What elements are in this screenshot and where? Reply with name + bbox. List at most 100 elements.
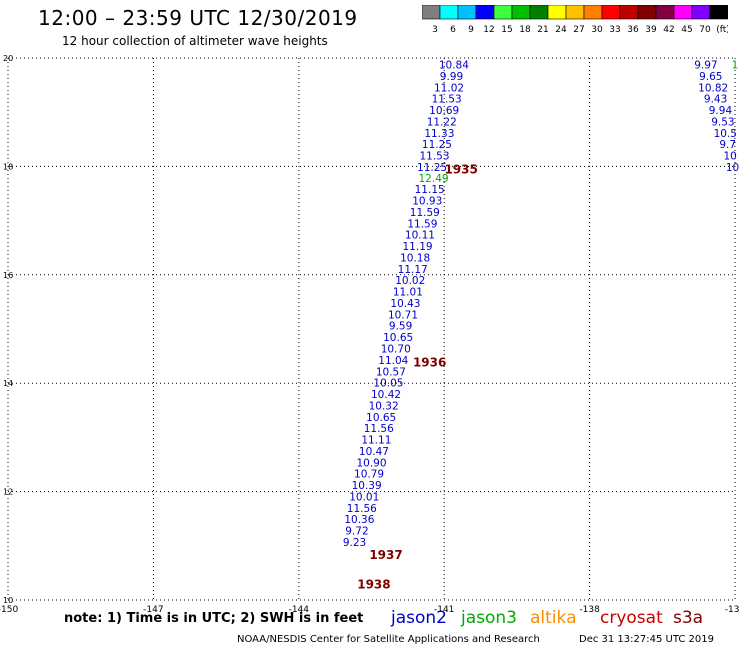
data-point-label: 10.05 — [373, 378, 403, 390]
color-scale-label: 27 — [573, 25, 584, 35]
data-point-label: 9.94 — [709, 105, 733, 117]
data-point-label: 10.70 — [381, 344, 411, 356]
legend-jason3: jason3 — [461, 608, 517, 628]
data-point-label: 11.02 — [434, 82, 464, 94]
data-point-label: 10.01 — [349, 491, 379, 503]
data-point-label: 11.59 — [410, 207, 440, 219]
data-point-label: 11.04 — [378, 355, 408, 367]
time-annotation: 1936 — [413, 356, 446, 370]
data-point-label: 9.59 — [389, 321, 412, 333]
data-point-label: 10.42 — [371, 389, 401, 401]
data-point-label: 10.84 — [439, 60, 469, 72]
data-point-label: 9.72 — [345, 526, 368, 538]
time-annotation: 1937 — [369, 548, 402, 562]
time-annotation: 1935 — [444, 163, 477, 177]
data-point-label: 10.79 — [354, 469, 384, 481]
data-point-label: 10.57 — [376, 366, 406, 378]
data-point-label: 9.23 — [343, 537, 366, 549]
data-point-label: 11.11 — [361, 435, 391, 447]
x-tick-label: -144 — [289, 605, 310, 615]
data-point-label: 11.59 — [407, 218, 437, 230]
data-point-label: 11.15 — [415, 184, 445, 196]
data-point-label: 10 — [723, 151, 736, 163]
data-point-label: 9.65 — [699, 71, 722, 83]
legend-s3a: s3a — [673, 608, 704, 628]
data-point-label: 10.11 — [405, 230, 435, 242]
data-point-label: 10.5 — [714, 128, 737, 140]
color-scale-label: 33 — [609, 25, 620, 35]
data-point-label: 9.7 — [719, 139, 736, 151]
data-point-label: 10.18 — [400, 252, 430, 264]
color-scale-label: 36 — [627, 25, 639, 35]
data-point-label: 10.32 — [369, 400, 399, 412]
data-point-label: 10.90 — [356, 457, 386, 469]
data-point-label: 11.22 — [427, 116, 457, 128]
color-scale-swatch — [709, 5, 728, 20]
data-point-label: 10.36 — [344, 514, 374, 526]
data-point-label: 10.65 — [366, 412, 396, 424]
legend-jason2: jason2 — [391, 608, 447, 628]
color-scale-label: 12 — [483, 25, 494, 35]
data-point-label: 10.43 — [390, 298, 420, 310]
color-scale-label: 39 — [645, 25, 657, 35]
color-scale-label: 9 — [468, 25, 474, 35]
y-tick-label: 20 — [3, 54, 13, 63]
color-scale-label: (ft) — [716, 25, 728, 35]
footnote: note: 1) Time is in UTC; 2) SWH is in fe… — [64, 611, 364, 626]
y-tick-label: 16 — [3, 271, 13, 280]
data-point-label: 10.47 — [359, 446, 389, 458]
color-scale-label: 42 — [663, 25, 674, 35]
y-tick-label: 14 — [3, 379, 13, 388]
data-point-label: 11.53 — [419, 151, 449, 163]
legend-altika: altika — [530, 608, 577, 628]
data-point-label: 9.43 — [704, 94, 727, 106]
credit-line: NOAA/NESDIS Center for Satellite Applica… — [237, 634, 540, 645]
data-point-label: 10 — [726, 162, 739, 174]
data-point-label: 11.01 — [393, 287, 423, 299]
data-point-label: 11.33 — [424, 128, 454, 140]
data-point-label: 11.25 — [417, 162, 447, 174]
data-point-label: 12.49 — [419, 173, 449, 185]
data-point-label: 10.65 — [383, 332, 413, 344]
data-point-label: 1 — [732, 60, 739, 72]
color-scale-label: 18 — [519, 25, 531, 35]
chart-subtitle: 12 hour collection of altimeter wave hei… — [62, 34, 328, 48]
data-point-label: 10.02 — [395, 275, 425, 287]
data-point-label: 11.56 — [364, 423, 394, 435]
color-scale-label: 21 — [537, 25, 548, 35]
data-point-label: 11.53 — [432, 94, 462, 106]
data-point-label: 9.97 — [694, 60, 717, 72]
generated-timestamp: Dec 31 13:27:45 UTC 2019 — [579, 634, 714, 645]
x-tick-label: -141 — [434, 605, 454, 615]
chart-title: 12:00 – 23:59 UTC 12/30/2019 — [38, 6, 358, 30]
data-point-label: 9.99 — [440, 71, 463, 83]
x-tick-label: -138 — [579, 605, 600, 615]
color-scale-label: 3 — [432, 25, 438, 35]
data-point-label: 10.82 — [698, 82, 728, 94]
color-scale-label: 70 — [699, 25, 711, 35]
data-point-label: 11.17 — [398, 264, 428, 276]
color-scale-label: 24 — [555, 25, 567, 35]
x-tick-label: -150 — [0, 605, 18, 615]
color-scale-label: 15 — [501, 25, 512, 35]
data-point-label: 11.25 — [422, 139, 452, 151]
y-tick-label: 18 — [3, 162, 13, 171]
color-scale-label: 6 — [450, 25, 456, 35]
data-point-label: 10.69 — [429, 105, 459, 117]
data-point-label: 11.56 — [347, 503, 377, 515]
y-tick-label: 12 — [3, 488, 13, 497]
color-scale-label: 30 — [591, 25, 603, 35]
x-tick-label: -147 — [143, 605, 163, 615]
y-tick-label: 10 — [3, 596, 13, 605]
color-scale-label: 45 — [681, 25, 692, 35]
x-tick-label: -135 — [725, 605, 740, 615]
data-point-label: 11.19 — [403, 241, 433, 253]
data-point-label: 10.71 — [388, 309, 418, 321]
data-point-label: 9.53 — [711, 116, 734, 128]
time-annotation: 1938 — [357, 578, 390, 592]
legend-cryosat: cryosat — [600, 608, 663, 628]
data-point-label: 10.39 — [352, 480, 382, 492]
data-point-label: 10.93 — [412, 196, 442, 208]
